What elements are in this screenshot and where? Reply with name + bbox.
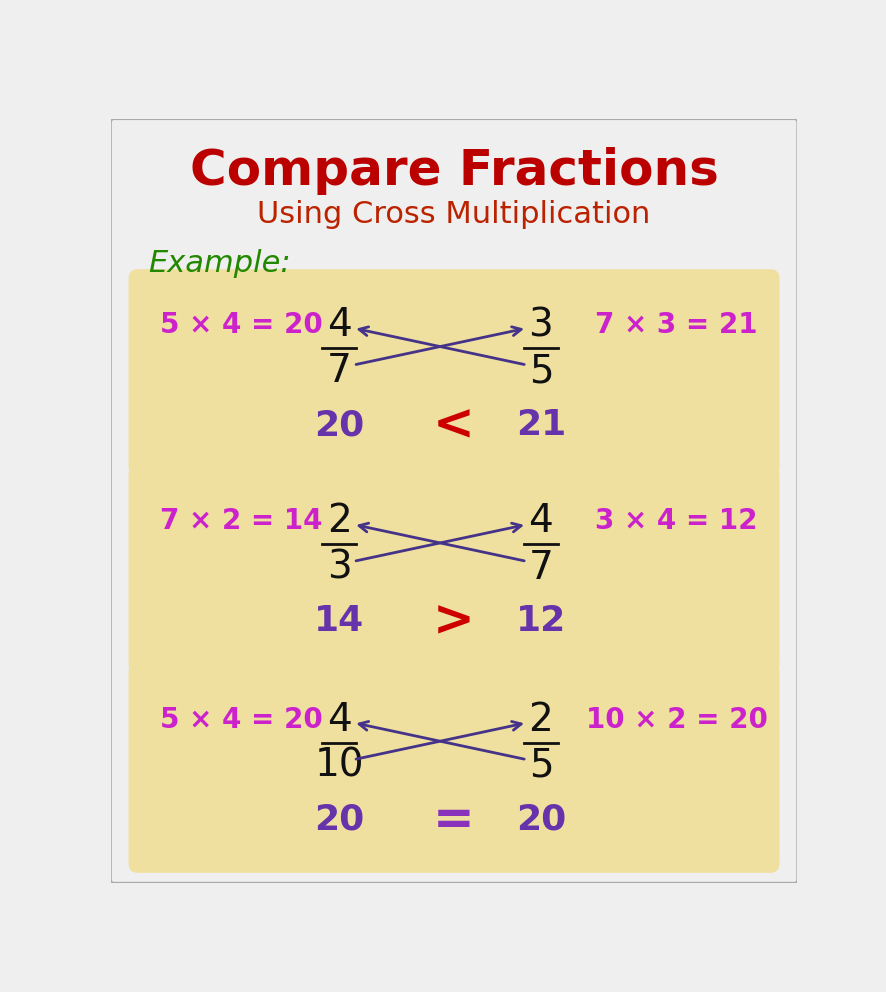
- Text: 12: 12: [516, 604, 566, 639]
- Text: 21: 21: [516, 408, 566, 442]
- Text: 7 × 3 = 21: 7 × 3 = 21: [595, 311, 758, 339]
- FancyBboxPatch shape: [128, 465, 780, 673]
- Text: 5 × 4 = 20: 5 × 4 = 20: [159, 311, 323, 339]
- Text: <: <: [433, 401, 475, 449]
- Text: >: >: [433, 597, 475, 646]
- Text: 5 × 4 = 20: 5 × 4 = 20: [159, 705, 323, 734]
- Text: 3 × 4 = 12: 3 × 4 = 12: [595, 507, 758, 536]
- Text: 4: 4: [327, 306, 352, 344]
- Text: 7 × 2 = 14: 7 × 2 = 14: [159, 507, 323, 536]
- Text: 5: 5: [529, 352, 553, 390]
- Text: 3: 3: [529, 306, 553, 344]
- Text: 20: 20: [315, 803, 364, 836]
- Text: 4: 4: [327, 700, 352, 739]
- Text: 7: 7: [528, 549, 554, 586]
- FancyBboxPatch shape: [128, 662, 780, 873]
- Text: 10 × 2 = 20: 10 × 2 = 20: [586, 705, 767, 734]
- Text: 2: 2: [327, 502, 352, 541]
- Text: =: =: [433, 796, 475, 844]
- Text: 3: 3: [327, 549, 352, 586]
- Text: 10: 10: [315, 747, 364, 785]
- Text: 20: 20: [315, 408, 364, 442]
- Text: 7: 7: [327, 352, 352, 390]
- Text: Example:: Example:: [148, 249, 291, 278]
- Text: 14: 14: [315, 604, 364, 639]
- FancyBboxPatch shape: [111, 119, 797, 883]
- Text: 4: 4: [529, 502, 553, 541]
- Text: Compare Fractions: Compare Fractions: [190, 147, 719, 194]
- Text: 2: 2: [529, 700, 553, 739]
- Text: 20: 20: [516, 803, 566, 836]
- FancyBboxPatch shape: [128, 269, 780, 476]
- Text: Using Cross Multiplication: Using Cross Multiplication: [258, 200, 650, 229]
- Text: 5: 5: [529, 747, 553, 785]
